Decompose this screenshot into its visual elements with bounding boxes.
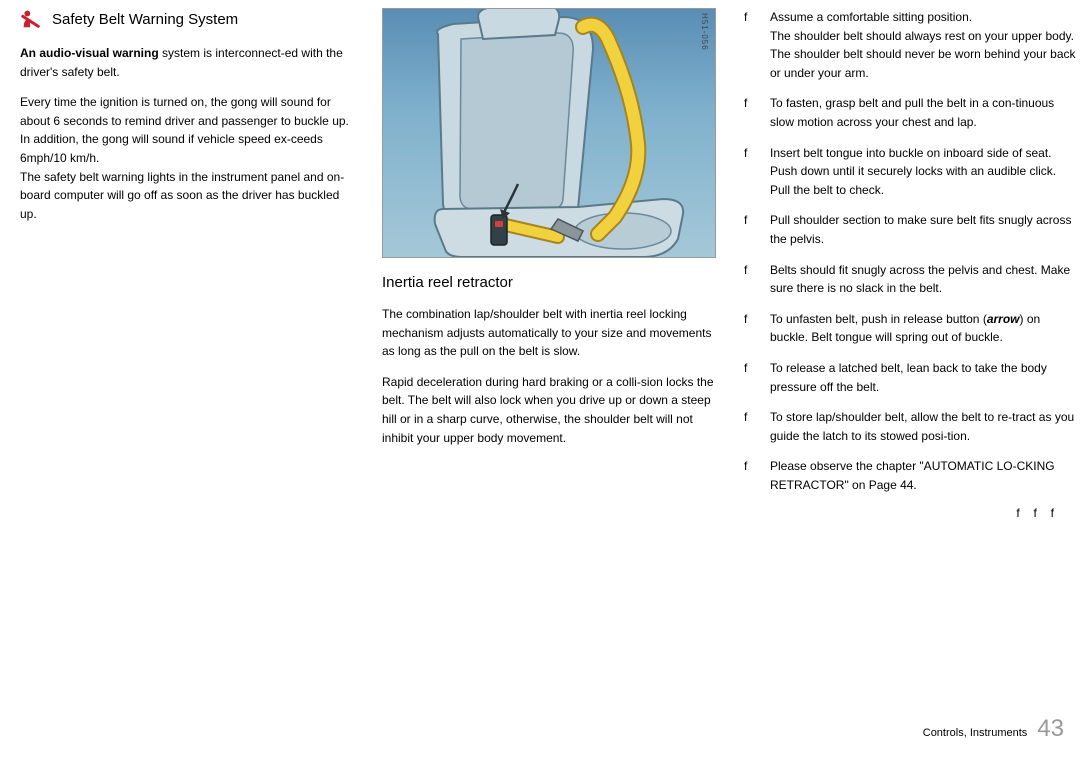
- paragraph: Rapid deceleration during hard braking o…: [382, 373, 716, 447]
- list-item: fTo release a latched belt, lean back to…: [744, 359, 1078, 396]
- paragraph: In addition, the gong will sound if vehi…: [20, 130, 354, 167]
- paragraph: The combination lap/shoulder belt with i…: [382, 305, 716, 361]
- list-text: To store lap/shoulder belt, allow the be…: [770, 408, 1078, 445]
- paragraph: The safety belt warning lights in the in…: [20, 168, 354, 224]
- list-marker: f: [744, 457, 770, 494]
- paragraph: An audio-visual warning system is interc…: [20, 44, 354, 81]
- list-marker: f: [744, 261, 770, 298]
- list-text: To fasten, grasp belt and pull the belt …: [770, 94, 1078, 131]
- paragraph: Every time the ignition is turned on, th…: [20, 93, 354, 130]
- list-text: Insert belt tongue into buckle on inboar…: [770, 144, 1078, 200]
- list-marker: f: [744, 359, 770, 396]
- list-marker: f: [744, 408, 770, 445]
- column-2: H51-056 Inertia reel retractor The combi…: [382, 8, 716, 520]
- list-text: Belts should fit snugly across the pelvi…: [770, 261, 1078, 298]
- list-marker: f: [744, 211, 770, 248]
- list-text: To release a latched belt, lean back to …: [770, 359, 1078, 396]
- list-item: fTo fasten, grasp belt and pull the belt…: [744, 94, 1078, 131]
- list-text: Pull shoulder section to make sure belt …: [770, 211, 1078, 248]
- column-1: Safety Belt Warning System An audio-visu…: [20, 8, 354, 520]
- list-marker: f: [744, 310, 770, 347]
- heading-row: Safety Belt Warning System: [20, 8, 354, 30]
- seatbelt-illustration: H51-056: [382, 8, 716, 258]
- figure-tag: H51-056: [700, 13, 709, 51]
- list-marker: f: [744, 144, 770, 200]
- footer-page-number: 43: [1037, 715, 1064, 743]
- list-text: To unfasten belt, push in release button…: [770, 310, 1078, 347]
- list-item: fPull shoulder section to make sure belt…: [744, 211, 1078, 248]
- list-item: fTo store lap/shoulder belt, allow the b…: [744, 408, 1078, 445]
- end-markers: fff: [744, 506, 1078, 520]
- column-3: fAssume a comfortable sitting position.T…: [744, 8, 1078, 520]
- list-marker: f: [744, 94, 770, 131]
- instruction-list: fAssume a comfortable sitting position.T…: [744, 8, 1078, 494]
- page-footer: Controls, Instruments 43: [923, 715, 1064, 743]
- bold-text: An audio-visual warning: [20, 46, 159, 60]
- list-item: fBelts should fit snugly across the pelv…: [744, 261, 1078, 298]
- list-item: fAssume a comfortable sitting position.T…: [744, 8, 1078, 82]
- list-item: fPlease observe the chapter "AUTOMATIC L…: [744, 457, 1078, 494]
- list-item: fTo unfasten belt, push in release butto…: [744, 310, 1078, 347]
- list-item: fInsert belt tongue into buckle on inboa…: [744, 144, 1078, 200]
- list-text: Please observe the chapter "AUTOMATIC LO…: [770, 457, 1078, 494]
- footer-section-label: Controls, Instruments: [923, 727, 1028, 739]
- seatbelt-warning-icon: [20, 8, 42, 30]
- section-heading: Safety Belt Warning System: [52, 11, 238, 28]
- subheading: Inertia reel retractor: [382, 274, 716, 291]
- list-marker: f: [744, 8, 770, 82]
- list-text: Assume a comfortable sitting position.Th…: [770, 8, 1078, 82]
